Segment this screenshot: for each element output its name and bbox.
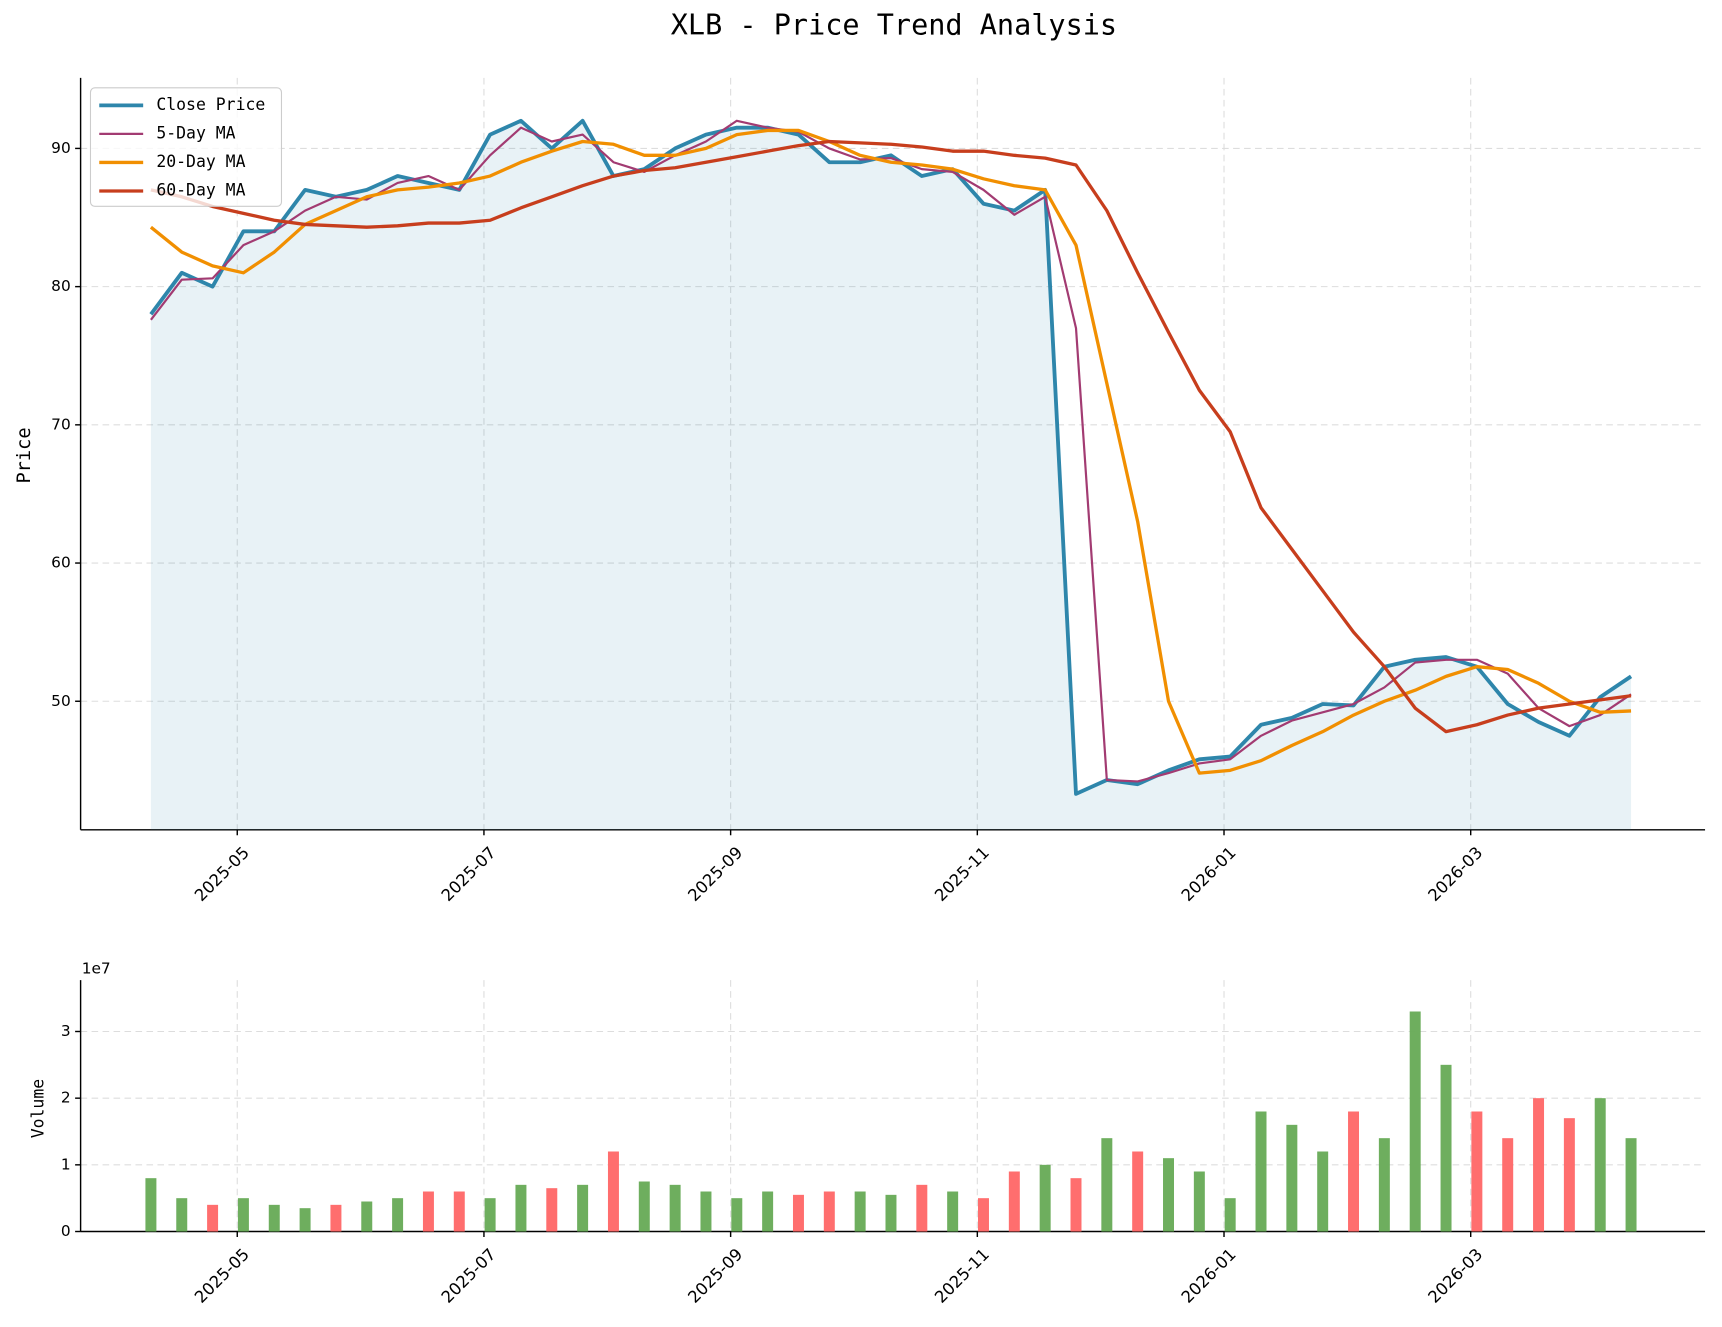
y-axis-label: Volume bbox=[28, 1079, 47, 1138]
bar bbox=[1039, 1164, 1051, 1232]
bar bbox=[176, 1198, 188, 1232]
bar bbox=[299, 1208, 311, 1232]
x-tick-label: 2025-09 bbox=[684, 1245, 746, 1307]
y-tick-label: 1 bbox=[61, 1155, 71, 1173]
bar bbox=[484, 1198, 496, 1232]
x-tick-label: 2025-05 bbox=[191, 843, 253, 905]
y-tick-label: 70 bbox=[51, 415, 71, 433]
line bbox=[150, 119, 1632, 783]
bar bbox=[1193, 1171, 1205, 1232]
bar bbox=[330, 1204, 342, 1232]
bar bbox=[1070, 1178, 1082, 1232]
bar bbox=[268, 1204, 280, 1232]
legend-label: 60-Day MA bbox=[156, 180, 245, 199]
bar bbox=[1378, 1138, 1390, 1232]
y-tick-label: 50 bbox=[51, 692, 71, 710]
y-tick-label: 2 bbox=[61, 1089, 71, 1107]
bar bbox=[361, 1201, 373, 1232]
bar bbox=[823, 1191, 835, 1232]
bar bbox=[607, 1151, 619, 1232]
bar bbox=[1409, 1011, 1421, 1232]
bar bbox=[885, 1194, 897, 1232]
legend-label: Close Price bbox=[156, 95, 265, 114]
y-tick-label: 3 bbox=[61, 1022, 71, 1040]
x-tick-label: 2026-01 bbox=[1178, 1245, 1240, 1307]
bar bbox=[792, 1194, 804, 1232]
legend: Close Price 5-Day MA 20-Day MA 60-Day MA bbox=[89, 87, 283, 207]
bar bbox=[453, 1191, 465, 1232]
y-tick-label: 90 bbox=[51, 139, 71, 157]
area bbox=[150, 120, 1632, 830]
x-tick-label: 2025-05 bbox=[191, 1245, 253, 1307]
x-tick-label: 2026-01 bbox=[1178, 843, 1240, 905]
bar bbox=[1440, 1064, 1452, 1232]
y-tick-label: 60 bbox=[51, 554, 71, 572]
bar bbox=[145, 1178, 157, 1232]
x-tick-label: 2025-09 bbox=[684, 843, 746, 905]
bar bbox=[577, 1184, 589, 1232]
x-tick-label: 2026-03 bbox=[1424, 1245, 1486, 1307]
bar bbox=[1101, 1138, 1113, 1232]
bar bbox=[1594, 1098, 1606, 1232]
bar bbox=[1008, 1171, 1020, 1232]
line bbox=[149, 128, 1632, 775]
x-tick-label: 2025-11 bbox=[931, 843, 993, 905]
bar bbox=[978, 1198, 989, 1232]
y-tick-label: 0 bbox=[61, 1222, 71, 1240]
bar bbox=[1224, 1198, 1236, 1232]
x-tick-label: 2025-11 bbox=[931, 1245, 993, 1307]
bar bbox=[546, 1188, 558, 1232]
bar bbox=[762, 1191, 774, 1232]
bar bbox=[515, 1184, 527, 1232]
legend-label: 5-Day MA bbox=[156, 123, 235, 142]
bar bbox=[1286, 1124, 1298, 1232]
bar bbox=[1533, 1098, 1545, 1232]
bar bbox=[207, 1204, 219, 1232]
bar bbox=[1163, 1158, 1174, 1232]
y-axis-label: Price bbox=[14, 427, 35, 483]
legend-box bbox=[89, 87, 283, 207]
bar bbox=[1255, 1111, 1267, 1232]
x-tick-label: 2026-03 bbox=[1424, 843, 1486, 905]
bar bbox=[854, 1191, 866, 1232]
bar bbox=[422, 1191, 434, 1232]
bar bbox=[1132, 1151, 1144, 1232]
y-tick-label: 80 bbox=[51, 277, 71, 295]
bar bbox=[1348, 1111, 1360, 1232]
bar bbox=[638, 1181, 650, 1232]
bar bbox=[731, 1198, 743, 1232]
bar bbox=[1563, 1118, 1575, 1232]
x-tick-label: 2025-07 bbox=[438, 1245, 500, 1307]
bar bbox=[1471, 1111, 1483, 1232]
offset-label: 1e7 bbox=[82, 960, 111, 978]
bar bbox=[237, 1198, 249, 1232]
bar bbox=[700, 1191, 712, 1232]
bar bbox=[392, 1198, 404, 1232]
chart-title: XLB - Price Trend Analysis bbox=[671, 8, 1117, 41]
x-tick-label: 2025-07 bbox=[438, 843, 500, 905]
bar bbox=[669, 1184, 681, 1232]
bar bbox=[947, 1191, 959, 1232]
bar bbox=[1317, 1151, 1329, 1232]
bar bbox=[1625, 1138, 1637, 1232]
line bbox=[150, 139, 1632, 734]
legend-label: 20-Day MA bbox=[156, 152, 245, 171]
bar bbox=[916, 1184, 928, 1232]
bar bbox=[1502, 1138, 1514, 1232]
